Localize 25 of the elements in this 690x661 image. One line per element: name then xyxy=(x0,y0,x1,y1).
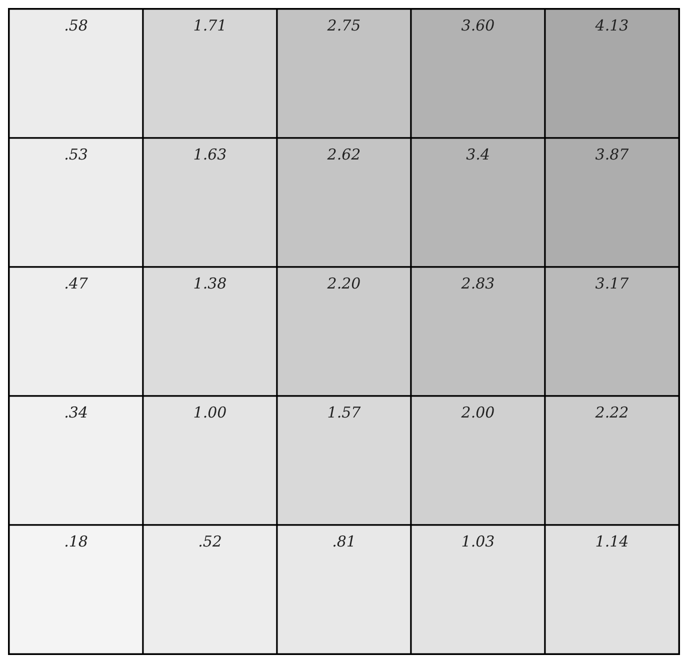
data-label: 2.20 xyxy=(326,274,362,292)
data-label: 2.83 xyxy=(460,274,495,292)
data-label: 1.00 xyxy=(193,404,228,422)
data-label: 1.71 xyxy=(193,16,227,34)
data-label: 2.22 xyxy=(594,404,629,422)
data-label: .18 xyxy=(64,532,88,550)
data-label: 3.17 xyxy=(595,274,630,292)
data-label: 1.14 xyxy=(595,532,629,550)
data-label: .47 xyxy=(64,274,88,292)
data-label: 1.57 xyxy=(327,404,362,422)
data-label: 2.00 xyxy=(460,404,496,422)
data-label: 4.13 xyxy=(594,16,629,34)
data-label: 1.38 xyxy=(193,274,227,292)
data-label: .58 xyxy=(64,16,88,34)
data-label: 2.75 xyxy=(326,16,361,34)
data-label: 1.63 xyxy=(193,146,227,164)
data-label: 3.4 xyxy=(466,146,490,164)
data-label: 3.60 xyxy=(461,16,496,34)
data-label: 3.87 xyxy=(595,146,630,164)
data-label: .52 xyxy=(198,532,222,550)
data-label: 1.03 xyxy=(461,532,495,550)
data-label: .34 xyxy=(64,404,88,422)
data-label: .53 xyxy=(64,146,88,164)
data-label: .81 xyxy=(332,532,356,550)
data-label: 2.62 xyxy=(326,146,361,164)
